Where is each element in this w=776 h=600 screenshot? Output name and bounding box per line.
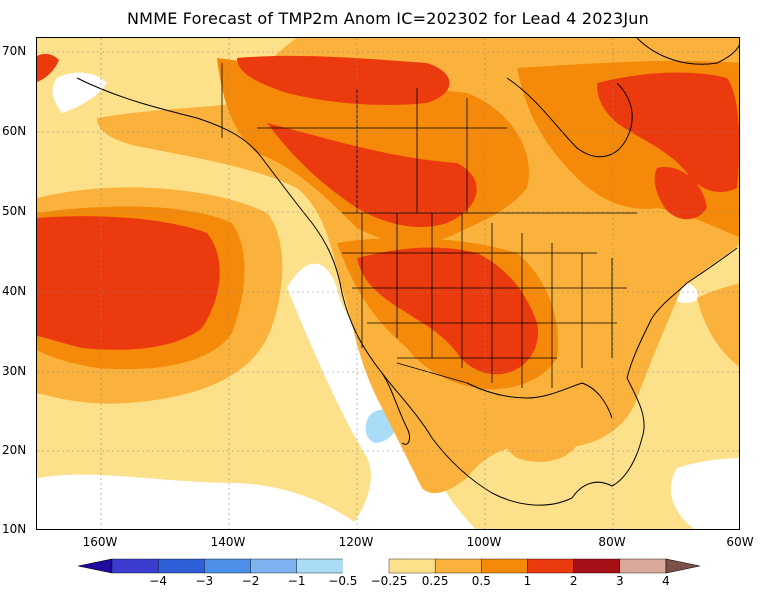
lat-label-30n: 30N xyxy=(2,364,27,378)
colorbar-tick-label: 0.25 xyxy=(421,574,449,588)
lat-label-50n: 50N xyxy=(2,204,27,218)
lat-label-40n: 40N xyxy=(2,284,27,298)
lon-label-160w: 160W xyxy=(82,535,118,549)
lat-label-70n: 70N xyxy=(2,44,27,58)
colorbar-tick-label: 4 xyxy=(662,574,670,588)
colorbar-tick-label: 1 xyxy=(523,574,532,588)
coastline-gulf xyxy=(466,382,613,419)
colorbar-cell xyxy=(481,558,528,574)
region-neutral-atlantic-south xyxy=(670,458,739,529)
lon-label-120w: 120W xyxy=(338,535,374,549)
grid-lines xyxy=(37,38,739,529)
colorbar-cell xyxy=(434,558,482,574)
lon-label-80w: 80W xyxy=(598,535,626,549)
map-title: NMME Forecast of TMP2m Anom IC=202302 fo… xyxy=(127,9,649,28)
lat-label-60n: 60N xyxy=(2,124,27,138)
region-warm-2-canada xyxy=(267,123,477,228)
colorbar-tick-label: −2 xyxy=(241,574,260,588)
political-borders xyxy=(221,63,637,388)
colorbar-cell xyxy=(573,558,621,574)
anomaly-map-svg xyxy=(37,38,739,529)
lat-label-20n: 20N xyxy=(2,443,27,457)
colorbar-cell xyxy=(527,558,574,574)
colorbar xyxy=(78,558,700,574)
colorbar-cell xyxy=(619,558,667,574)
lon-label-60w: 60W xyxy=(726,535,754,549)
lon-label-140w: 140W xyxy=(210,535,246,549)
colorbar-tick-label: 0.5 xyxy=(471,574,491,588)
colorbar-cell xyxy=(250,558,297,574)
forecast-map xyxy=(36,37,740,530)
colorbar-tick-label: −3 xyxy=(195,574,214,588)
region-warm-2-labrador xyxy=(654,167,707,220)
region-warm-2-pacific xyxy=(37,216,220,350)
colorbar-tick-label: −1 xyxy=(287,574,306,588)
colorbar-arrow-low xyxy=(78,558,113,574)
colorbar-cell xyxy=(204,558,251,574)
colorbar-cell xyxy=(296,558,344,574)
region-warm-2-northcanada xyxy=(237,55,450,105)
colorbar-cell xyxy=(157,558,205,574)
lat-label-10n: 10N xyxy=(2,522,27,536)
lon-label-100w: 100W xyxy=(466,535,502,549)
region-warm-05-caribbean xyxy=(502,413,582,462)
coastline-west xyxy=(76,77,573,506)
region-neutral-alaska-tip xyxy=(52,72,107,113)
region-warm-2-alaska xyxy=(37,53,59,82)
colorbar-arrow-high xyxy=(665,558,700,574)
colorbar-tick-label: 3 xyxy=(616,574,624,588)
region-warm-2-southwest xyxy=(357,247,538,375)
coastline-hudson xyxy=(506,77,633,158)
coastline-greenland xyxy=(636,38,739,65)
region-neutral-south xyxy=(37,474,365,529)
coastline-east xyxy=(571,247,738,499)
colorbar-cell xyxy=(388,558,436,574)
colorbar-tick-label: 2 xyxy=(569,574,578,588)
colorbar-cell xyxy=(111,558,159,574)
colorbar-cell xyxy=(342,558,390,574)
coastline-baja xyxy=(381,372,410,445)
region-warm-05-atlantic xyxy=(697,283,739,367)
colorbar-tick-label: −0.5 xyxy=(328,574,358,588)
colorbar-tick-label: −0.25 xyxy=(370,574,408,588)
colorbar-tick-label: −4 xyxy=(149,574,168,588)
